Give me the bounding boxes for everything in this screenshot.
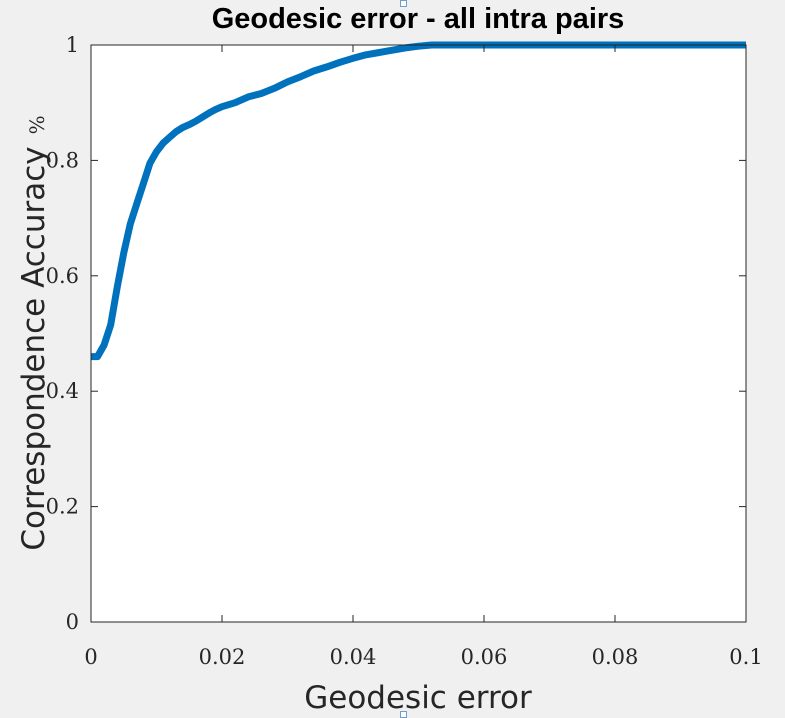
y-tick-label: 0.6	[46, 264, 79, 288]
selection-handle-bottom[interactable]	[400, 711, 407, 718]
x-tick-label: 0.08	[592, 645, 639, 669]
x-tick-label: 0.1	[729, 645, 762, 669]
y-axis-label: Correspondence Accuracy	[16, 146, 52, 550]
y-tick-label: 0.2	[46, 495, 79, 519]
chart-title: Geodesic error - all intra pairs	[212, 3, 625, 35]
x-axis-label: Geodesic error	[304, 680, 532, 716]
y-axis-label-group: Correspondence Accuracy %	[16, 115, 52, 550]
x-tick-label: 0.04	[330, 645, 377, 669]
y-axis-label-text: Correspondence Accuracy %	[16, 115, 52, 550]
ticks-layer: 0 0.02 0.04 0.06 0.08 0.1 0 0.2 0.4 0.6 0.8 1	[46, 33, 763, 669]
plot-area	[91, 45, 746, 622]
y-tick-label: 1	[66, 33, 79, 57]
series-layer	[91, 41, 746, 361]
y-tick-label: 0.4	[46, 379, 79, 403]
y-axis-unit: %	[25, 115, 49, 134]
y-tick-label: 0	[66, 610, 79, 634]
series-line	[91, 41, 746, 361]
selection-handle-top[interactable]	[400, 0, 407, 7]
x-tick-label: 0.02	[199, 645, 246, 669]
x-tick-label: 0	[84, 645, 97, 669]
plot-frame	[90, 44, 747, 623]
x-tick-label: 0.06	[461, 645, 508, 669]
y-tick-label: 0.8	[46, 148, 79, 172]
